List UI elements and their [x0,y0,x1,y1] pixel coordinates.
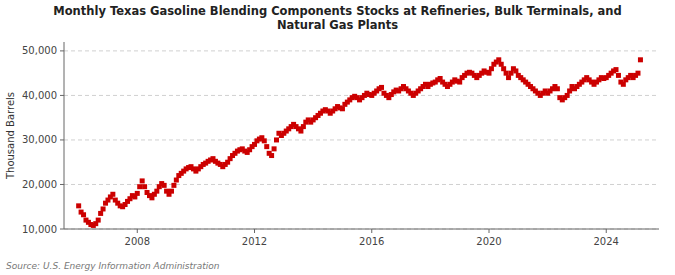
point [137,184,142,189]
y-tick [60,95,64,96]
point [567,88,572,93]
x-tick-label: 2020 [476,236,501,247]
x-tick-label: 2016 [359,236,384,247]
y-tick [60,139,64,140]
point [340,106,345,111]
point [614,67,619,72]
point [81,212,86,217]
point [140,178,145,183]
chart-container: Monthly Texas Gasoline Blending Componen… [0,0,675,275]
point [98,211,103,216]
point [301,124,306,129]
point [162,183,167,188]
point [142,184,147,189]
x-tick-label: 2012 [242,236,267,247]
point [269,153,274,158]
y-tick [60,50,64,51]
point [110,192,115,197]
x-tick-label: 2008 [125,236,150,247]
chart-title: Monthly Texas Gasoline Blending Componen… [53,4,621,32]
point [274,137,279,142]
point [101,206,106,211]
x-tick-label: 2024 [594,236,619,247]
point [169,189,174,194]
x-tick [371,229,372,233]
background [0,0,675,275]
chart-svg: Monthly Texas Gasoline Blending Componen… [0,0,675,275]
point [501,66,506,71]
point [487,71,492,76]
point [565,93,570,98]
point [379,85,384,90]
point [171,183,176,188]
y-tick-label: 50,000 [22,45,57,56]
grid-line [64,139,659,140]
y-tick-label: 10,000 [22,224,57,235]
x-axis-line [64,229,659,230]
point [76,203,81,208]
point [96,218,101,223]
x-tick [489,229,490,233]
point [496,57,501,62]
point [513,68,518,73]
y-tick [60,229,64,230]
x-tick [137,229,138,233]
grid-line [64,229,659,230]
point [457,80,462,85]
y-tick [60,184,64,185]
point [154,189,159,194]
chart-title-line: Natural Gas Plants [277,18,398,32]
point [499,62,504,67]
point [506,75,511,80]
chart-title-line: Monthly Texas Gasoline Blending Componen… [53,4,621,18]
y-tick-label: 30,000 [22,134,57,145]
point [298,129,303,134]
point [489,66,494,71]
axes: 10,000 20,000 30,000 40,000 50,000 2008 2012 20… [22,42,659,247]
y-axis-label: Thousand Barrels [5,92,16,180]
point [264,144,269,149]
point [616,73,621,78]
point [135,191,140,196]
y-tick-label: 40,000 [22,90,57,101]
grid [64,51,659,229]
point [638,57,643,62]
source-note: Source: U.S. Energy Information Administ… [6,261,220,271]
y-axis-line [64,42,65,229]
point [174,178,179,183]
point [262,138,267,143]
point [508,71,513,76]
grid-line [64,184,659,185]
point [555,86,560,91]
point [272,146,277,151]
x-tick [254,229,255,233]
y-tick-label: 20,000 [22,179,57,190]
point [621,82,626,87]
point [635,71,640,76]
points [76,57,643,228]
point [504,71,509,76]
x-tick [606,229,607,233]
grid-line [64,50,659,51]
